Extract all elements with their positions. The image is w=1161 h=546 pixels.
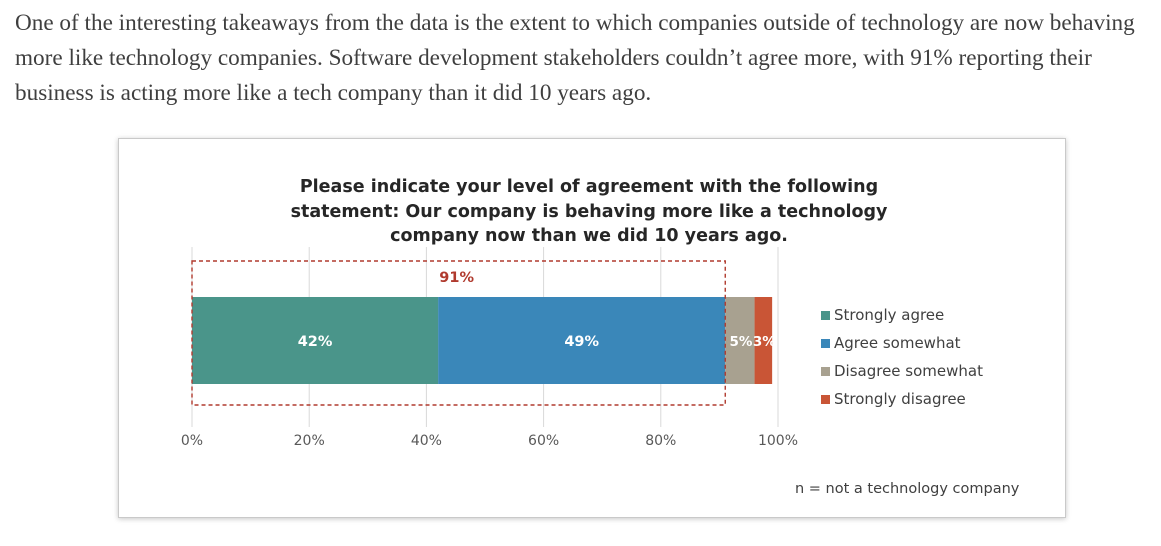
stacked-bar-plot: 0% 20% 40% 60% 80% 100% 42% 49% 5% 3% 91% [181,247,798,449]
bar-segment [725,297,755,384]
legend-item: Strongly agree [821,301,983,329]
bar-segment [438,297,726,384]
legend-item: Disagree somewhat [821,357,983,385]
legend-swatch [821,394,830,404]
annotation-label: 91% [439,270,474,286]
x-tick-label: 80% [645,433,676,449]
bar-segment [192,297,439,384]
legend-swatch [821,366,830,376]
data-label: 3% [753,334,776,350]
chart-legend: Strongly agree Agree somewhat Disagree som… [821,301,983,413]
x-tick-label: 100% [758,433,798,449]
data-label: 42% [298,334,333,350]
data-label: 5% [729,334,752,350]
x-tick-label: 40% [411,433,442,449]
legend-swatch [821,338,830,348]
x-tick-label: 0% [181,433,203,449]
legend-swatch [821,310,830,320]
chart-footnote: n = not a technology company [795,481,1020,497]
x-tick-label: 20% [294,433,325,449]
x-tick-label: 60% [528,433,559,449]
legend-item: Agree somewhat [821,329,983,357]
legend-label: Disagree somewhat [834,362,983,380]
data-label: 49% [564,334,599,350]
chart-title: Please indicate your level of agreement … [290,177,888,246]
annotation-box [191,260,726,406]
legend-label: Strongly disagree [834,390,966,408]
legend-item: Strongly disagree [821,385,983,413]
legend-label: Agree somewhat [834,334,961,352]
chart-container: Please indicate your level of agreement … [118,138,1066,518]
bar-segment [754,297,773,384]
legend-label: Strongly agree [834,306,945,324]
article-paragraph: One of the interesting takeaways from th… [15,10,1135,106]
